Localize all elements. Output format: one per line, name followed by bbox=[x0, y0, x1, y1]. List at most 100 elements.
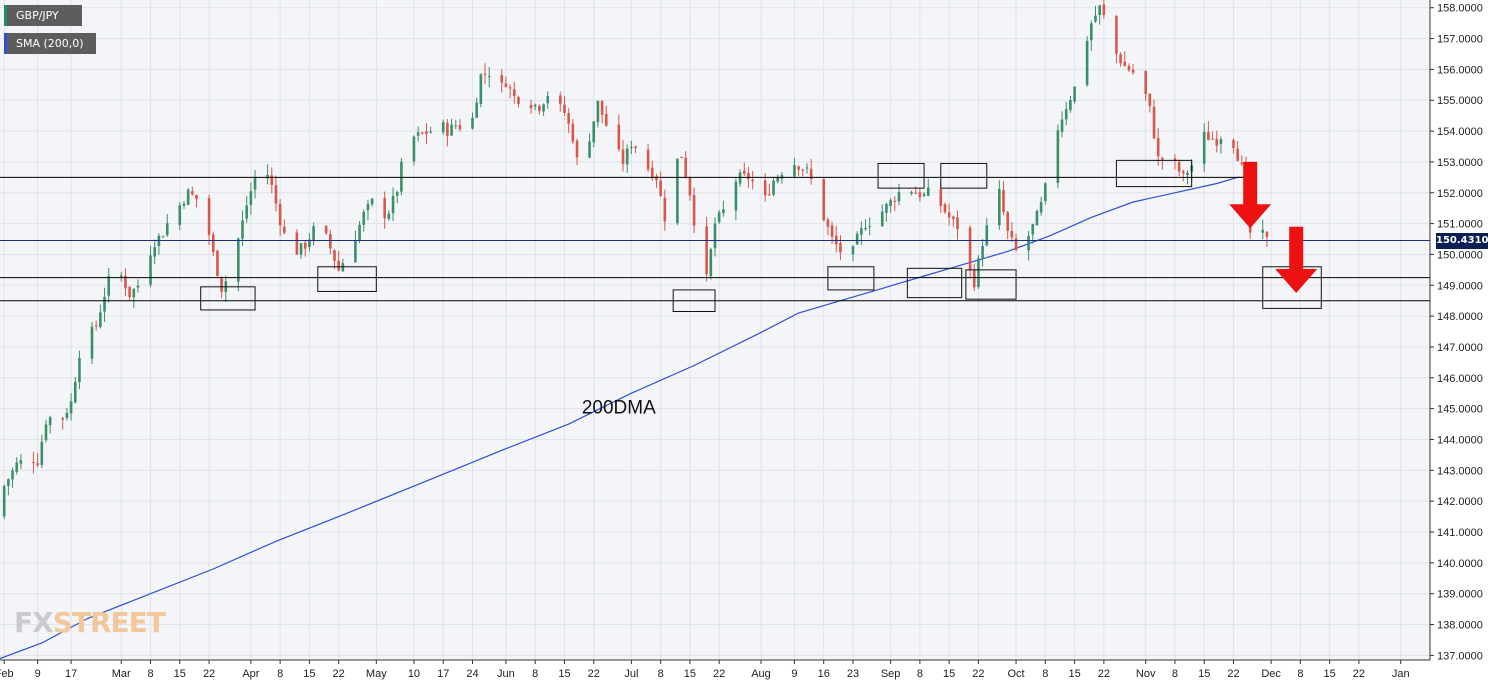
candle-down bbox=[956, 217, 959, 230]
candle-up bbox=[119, 275, 123, 278]
plot-background bbox=[0, 0, 1430, 660]
candle-up bbox=[1044, 183, 1047, 201]
candle-up bbox=[253, 176, 257, 190]
x-tick-label: 17 bbox=[437, 668, 449, 680]
candle-down bbox=[274, 185, 278, 204]
candle-down bbox=[575, 140, 579, 158]
x-tick-label: Aug bbox=[751, 668, 771, 680]
candle-down bbox=[1123, 61, 1127, 67]
legend-ticker[interactable]: GBP/JPY bbox=[4, 5, 82, 26]
candle-up bbox=[69, 401, 73, 414]
candle-down bbox=[947, 212, 951, 218]
candle-up bbox=[592, 121, 596, 143]
candle-up bbox=[977, 258, 980, 288]
x-tick-label: Feb bbox=[0, 668, 14, 680]
candle-up bbox=[1219, 139, 1223, 144]
highlight-box bbox=[317, 266, 377, 292]
candle-down bbox=[655, 176, 658, 181]
candle-down bbox=[1265, 231, 1269, 237]
x-tick-label: 8 bbox=[1042, 668, 1048, 680]
candle-down bbox=[563, 104, 566, 113]
candle-up bbox=[412, 136, 416, 162]
candle-up bbox=[922, 194, 926, 196]
candle-down bbox=[1177, 161, 1181, 172]
sma-color-marker bbox=[4, 33, 7, 54]
x-tick-label: 22 bbox=[972, 668, 984, 680]
x-tick-label: 22 bbox=[1353, 668, 1365, 680]
candle-down bbox=[952, 216, 955, 219]
candle-up bbox=[40, 441, 44, 465]
candle-down bbox=[508, 87, 512, 89]
candle-up bbox=[15, 462, 19, 472]
candle-up bbox=[161, 236, 165, 238]
candle-down bbox=[634, 146, 637, 149]
candle-up bbox=[588, 141, 591, 158]
down-arrow bbox=[1229, 161, 1272, 229]
x-tick-label: Oct bbox=[1007, 668, 1024, 680]
candle-up bbox=[182, 203, 186, 206]
candle-down bbox=[968, 227, 972, 270]
candle-up bbox=[926, 187, 930, 196]
y-tick-label: 139.0000 bbox=[1437, 589, 1483, 601]
candle-up bbox=[429, 131, 432, 133]
candle-up bbox=[395, 192, 399, 196]
candle-up bbox=[149, 255, 152, 285]
x-tick-label: 8 bbox=[917, 668, 923, 680]
candle-down bbox=[124, 275, 127, 289]
candle-up bbox=[1069, 100, 1072, 111]
candle-up bbox=[370, 198, 374, 205]
y-tick-label: 144.0000 bbox=[1437, 434, 1483, 446]
x-tick-label: 22 bbox=[713, 668, 725, 680]
candle-down bbox=[458, 125, 462, 130]
candle-down bbox=[1127, 66, 1131, 71]
x-tick-label: 15 bbox=[1068, 668, 1080, 680]
candle-down bbox=[337, 260, 340, 271]
candle-up bbox=[362, 211, 366, 225]
candle-up bbox=[90, 326, 94, 359]
candle-up bbox=[471, 117, 474, 129]
candle-up bbox=[136, 285, 140, 288]
candle-up bbox=[487, 76, 491, 78]
x-tick-label: 16 bbox=[818, 668, 830, 680]
candle-up bbox=[44, 424, 48, 441]
candle-down bbox=[329, 234, 332, 249]
candle-down bbox=[207, 198, 211, 235]
candle-up bbox=[387, 213, 391, 219]
x-tick-label: Nov bbox=[1136, 668, 1156, 680]
x-tick-label: 8 bbox=[147, 668, 153, 680]
candle-up bbox=[103, 297, 106, 312]
candle-down bbox=[1006, 211, 1009, 231]
candle-up bbox=[1039, 201, 1043, 213]
candle-down bbox=[195, 194, 198, 200]
x-tick-label: Sep bbox=[881, 668, 901, 680]
x-tick-label: 15 bbox=[1198, 668, 1210, 680]
highlight-box bbox=[940, 162, 988, 189]
candle-up bbox=[1031, 224, 1035, 235]
candle-down bbox=[1144, 71, 1147, 95]
candle-down bbox=[1131, 69, 1135, 73]
x-tick-label: 23 bbox=[847, 668, 859, 680]
x-tick-label: 22 bbox=[1227, 668, 1239, 680]
candle-down bbox=[1148, 93, 1152, 106]
candle-down bbox=[839, 242, 842, 253]
candle-down bbox=[1002, 190, 1005, 213]
candle-down bbox=[567, 113, 570, 124]
y-tick-label: 142.0000 bbox=[1437, 496, 1483, 508]
candles bbox=[2, 0, 1269, 519]
candle-down bbox=[220, 276, 223, 292]
candle-up bbox=[1060, 119, 1064, 132]
candle-down bbox=[692, 195, 696, 226]
candle-down bbox=[939, 189, 943, 206]
candle-down bbox=[529, 104, 533, 109]
y-tick-label: 153.0000 bbox=[1437, 157, 1483, 169]
candle-down bbox=[61, 417, 65, 420]
legend-sma[interactable]: SMA (200,0) bbox=[4, 33, 96, 54]
candle-up bbox=[416, 132, 420, 136]
candle-down bbox=[1119, 54, 1122, 64]
candle-up bbox=[985, 225, 989, 246]
y-tick-label: 143.0000 bbox=[1437, 465, 1483, 477]
candle-down bbox=[972, 270, 976, 288]
highlight-box bbox=[1115, 159, 1193, 188]
y-tick-label: 151.0000 bbox=[1437, 219, 1483, 231]
candle-up bbox=[299, 243, 303, 255]
